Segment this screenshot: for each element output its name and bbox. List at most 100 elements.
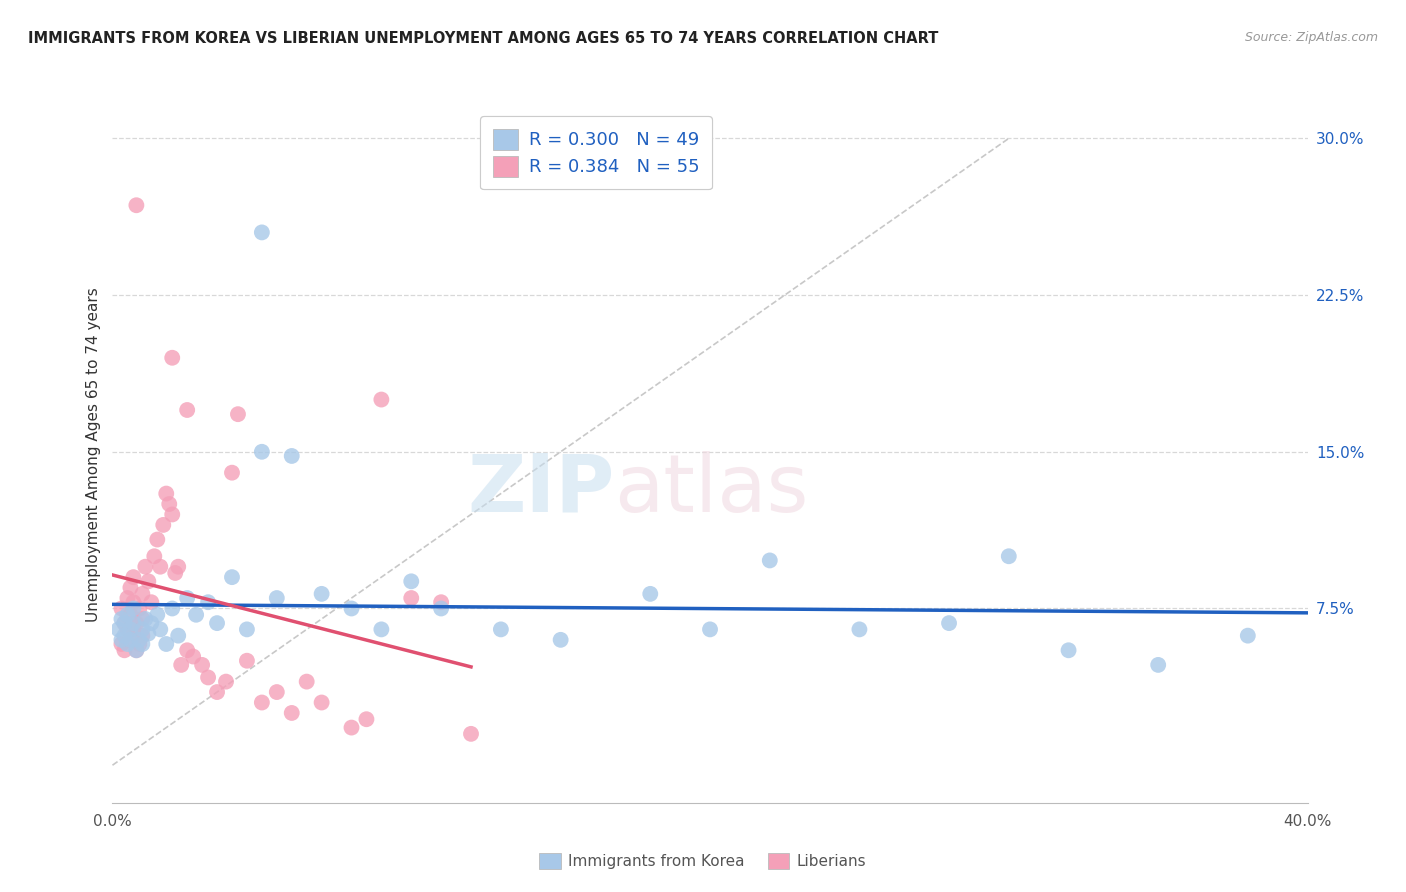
Point xyxy=(176,643,198,657)
Point xyxy=(489,623,512,637)
Text: Source: ZipAtlas.com: Source: ZipAtlas.com xyxy=(1244,31,1378,45)
Point xyxy=(998,549,1021,564)
Point xyxy=(149,623,172,637)
Point xyxy=(122,601,145,615)
Point xyxy=(128,637,150,651)
Point xyxy=(152,517,174,532)
Point xyxy=(114,643,135,657)
Legend: R = 0.300   N = 49, R = 0.384   N = 55: R = 0.300 N = 49, R = 0.384 N = 55 xyxy=(479,116,711,189)
Point xyxy=(226,407,249,421)
Point xyxy=(401,574,423,589)
Point xyxy=(155,637,177,651)
Point xyxy=(460,727,482,741)
Point xyxy=(176,403,198,417)
Point xyxy=(167,559,190,574)
Point xyxy=(122,623,145,637)
Point xyxy=(295,674,318,689)
Point xyxy=(114,616,135,631)
Point xyxy=(134,612,156,626)
Text: atlas: atlas xyxy=(614,450,808,529)
Point xyxy=(759,553,782,567)
Point xyxy=(340,601,363,615)
Point xyxy=(197,595,219,609)
Point xyxy=(236,623,259,637)
Point xyxy=(117,607,139,622)
Point xyxy=(340,721,363,735)
Point xyxy=(143,549,166,564)
Point xyxy=(122,595,145,609)
Point xyxy=(370,392,392,407)
Point xyxy=(131,637,153,651)
Point xyxy=(138,574,160,589)
Point xyxy=(110,601,132,615)
Point xyxy=(120,632,142,647)
Point xyxy=(699,623,721,637)
Point xyxy=(157,497,180,511)
Point xyxy=(266,685,288,699)
Point xyxy=(146,607,169,622)
Point xyxy=(138,626,160,640)
Point xyxy=(191,657,214,672)
Point xyxy=(1057,643,1080,657)
Point xyxy=(146,533,169,547)
Point xyxy=(205,616,228,631)
Point xyxy=(221,570,243,584)
Point xyxy=(110,632,132,647)
Point xyxy=(155,486,177,500)
Legend: Immigrants from Korea, Liberians: Immigrants from Korea, Liberians xyxy=(533,847,873,875)
Point xyxy=(120,581,142,595)
Point xyxy=(128,632,150,647)
Point xyxy=(205,685,228,699)
Point xyxy=(638,587,662,601)
Point xyxy=(167,629,190,643)
Point xyxy=(125,643,148,657)
Point xyxy=(186,607,208,622)
Point xyxy=(131,612,153,626)
Point xyxy=(134,559,156,574)
Point xyxy=(131,587,153,601)
Point xyxy=(1147,657,1170,672)
Point xyxy=(114,616,135,631)
Point xyxy=(120,607,142,622)
Point xyxy=(131,623,153,637)
Point xyxy=(120,632,142,647)
Point xyxy=(311,696,333,710)
Point xyxy=(281,449,304,463)
Point xyxy=(266,591,288,605)
Point xyxy=(1237,629,1260,643)
Point xyxy=(401,591,423,605)
Point xyxy=(141,595,163,609)
Point xyxy=(938,616,960,631)
Point xyxy=(430,595,453,609)
Point xyxy=(170,657,193,672)
Point xyxy=(117,637,139,651)
Point xyxy=(550,632,572,647)
Point xyxy=(165,566,187,580)
Point xyxy=(117,591,139,605)
Point xyxy=(181,649,204,664)
Point xyxy=(149,559,172,574)
Point xyxy=(215,674,238,689)
Point xyxy=(110,637,132,651)
Point xyxy=(131,629,153,643)
Point xyxy=(122,616,145,631)
Point xyxy=(122,570,145,584)
Point xyxy=(176,591,198,605)
Point xyxy=(162,508,183,522)
Point xyxy=(128,601,150,615)
Point xyxy=(114,629,135,643)
Text: ZIP: ZIP xyxy=(467,450,614,529)
Point xyxy=(250,696,273,710)
Point xyxy=(162,601,183,615)
Point xyxy=(221,466,243,480)
Point xyxy=(848,623,870,637)
Point xyxy=(356,712,378,726)
Point xyxy=(125,198,148,212)
Point xyxy=(141,616,163,631)
Point xyxy=(107,623,129,637)
Point xyxy=(120,623,142,637)
Point xyxy=(110,612,132,626)
Point xyxy=(430,601,453,615)
Point xyxy=(250,226,273,240)
Point xyxy=(125,643,148,657)
